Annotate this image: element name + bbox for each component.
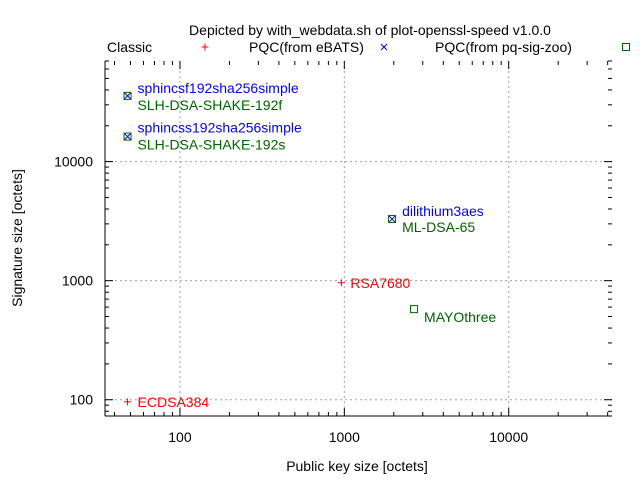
cross-marker xyxy=(124,92,131,100)
point-label: dilithium3aes xyxy=(402,203,484,219)
y-tick-label: 100 xyxy=(70,392,94,408)
legend: Classic PQC(from eBATS) PQC(from pq-sig-zo… xyxy=(107,39,630,55)
cross-stroke xyxy=(380,43,388,51)
x-axis-label: Public key size [octets] xyxy=(286,458,428,474)
x-tick-label: 1000 xyxy=(329,429,360,445)
point-label: ML-DSA-65 xyxy=(402,219,475,235)
plus-marker xyxy=(124,398,132,406)
box-marker xyxy=(388,215,397,224)
plus-marker xyxy=(337,279,345,287)
y-tick-label: 10000 xyxy=(54,154,93,170)
plus-marker xyxy=(201,43,209,51)
legend-label: Classic xyxy=(107,39,152,55)
box-stroke xyxy=(123,91,132,100)
legend-label: PQC(from eBATS) xyxy=(249,39,364,55)
axes: 100 1000 10000 100 1000 10000 xyxy=(54,60,612,445)
box-stroke xyxy=(388,215,397,224)
x-tick-label: 100 xyxy=(168,429,192,445)
cross-stroke xyxy=(124,92,131,100)
box-marker xyxy=(622,43,630,51)
box-marker xyxy=(410,305,419,314)
point-label: SLH-DSA-SHAKE-192s xyxy=(138,137,286,153)
data-points: ECDSA384 RSA7680 sphincsf192sha256simple sp… xyxy=(123,80,496,410)
box-marker xyxy=(123,91,132,100)
box-stroke xyxy=(622,43,630,51)
cross-stroke xyxy=(388,215,396,223)
point-label: SLH-DSA-SHAKE-192f xyxy=(138,97,283,113)
point-label: MAYOthree xyxy=(424,309,496,325)
box-marker xyxy=(123,132,132,141)
cross-marker xyxy=(388,215,396,223)
box-stroke xyxy=(123,132,132,141)
y-tick-label: 1000 xyxy=(62,273,93,289)
box-stroke xyxy=(410,305,419,314)
x-tick-label: 10000 xyxy=(489,429,528,445)
point-label: ECDSA384 xyxy=(138,394,210,410)
point-label: RSA7680 xyxy=(350,275,410,291)
cross-marker xyxy=(380,43,388,51)
point-label: sphincsf192sha256simple xyxy=(138,80,299,96)
grid xyxy=(105,61,612,416)
point-label: sphincss192sha256simple xyxy=(138,120,302,136)
y-axis-label: Signature size [octets] xyxy=(9,169,25,307)
legend-label: PQC(from pq-sig-zoo) xyxy=(435,39,572,55)
cross-marker xyxy=(124,133,131,140)
chart-title: Depicted by with_webdata.sh of plot-open… xyxy=(189,22,551,38)
cross-stroke xyxy=(124,133,131,140)
